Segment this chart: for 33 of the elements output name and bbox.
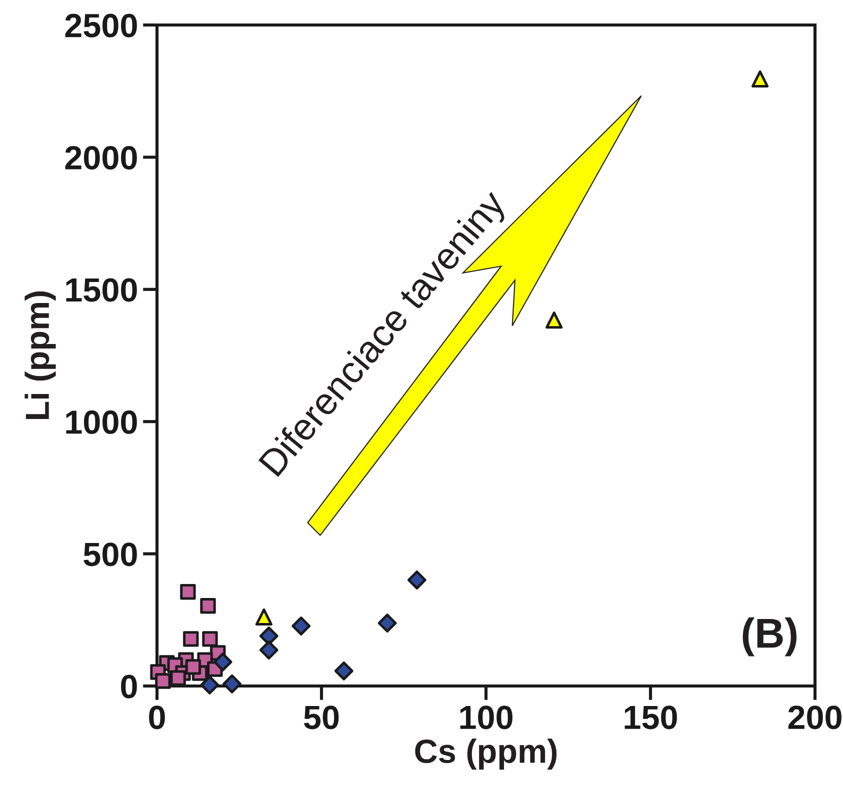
point bbox=[222, 674, 242, 694]
point bbox=[259, 640, 278, 660]
point bbox=[255, 608, 272, 626]
point bbox=[185, 659, 202, 675]
point bbox=[155, 673, 171, 689]
y-tick-label: 1000 bbox=[66, 410, 137, 434]
y-tick-label: 2000 bbox=[65, 146, 137, 170]
x-tick-label: 0 bbox=[149, 706, 165, 730]
y-axis-title: Li (ppm) bbox=[24, 291, 56, 419]
annotation: (B) bbox=[742, 617, 796, 656]
point bbox=[259, 626, 278, 646]
x-tick-label: 50 bbox=[304, 706, 339, 730]
point bbox=[546, 312, 563, 329]
point bbox=[213, 652, 232, 672]
x-axis-title: Cs (ppm) bbox=[415, 738, 557, 770]
y-tick-label: 500 bbox=[84, 542, 137, 566]
point bbox=[407, 570, 426, 590]
x-tick-label: 100 bbox=[460, 706, 512, 730]
point bbox=[183, 631, 199, 647]
point bbox=[202, 631, 218, 647]
y-tick-label: 2500 bbox=[65, 14, 137, 38]
y-tick-label: 0 bbox=[121, 674, 137, 698]
point bbox=[292, 616, 311, 636]
point bbox=[200, 598, 216, 614]
y-tick-label: 1500 bbox=[66, 278, 137, 302]
point bbox=[200, 675, 220, 694]
point bbox=[752, 70, 769, 88]
x-tick-label: 150 bbox=[624, 706, 677, 730]
x-tick-label: 200 bbox=[788, 706, 842, 730]
point bbox=[170, 670, 186, 686]
point bbox=[334, 661, 354, 680]
point bbox=[378, 614, 397, 633]
point bbox=[180, 584, 196, 600]
